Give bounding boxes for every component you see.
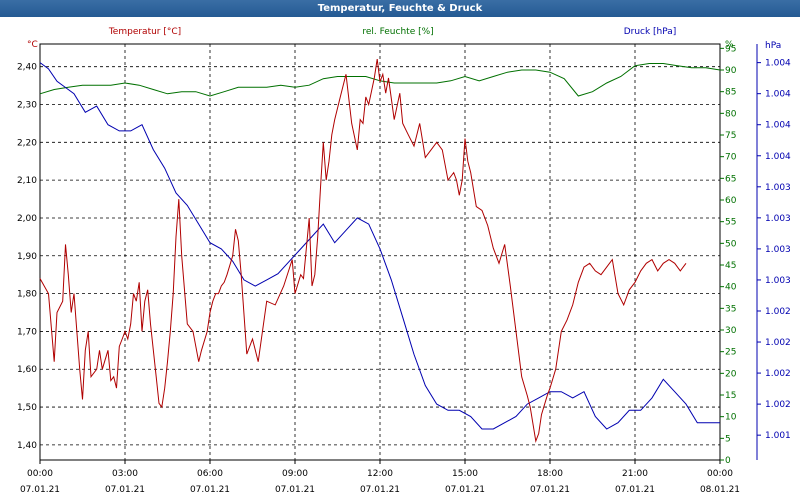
pressure-tick-label: 1.004 (765, 152, 791, 162)
pressure-tick-label: 1.004 (765, 59, 791, 69)
pressure-tick-label: 1.002 (765, 400, 791, 410)
humidity-tick-label: 0 (725, 456, 731, 466)
x-tick-date: 07.01.21 (20, 485, 60, 495)
humidity-tick-label: 50 (725, 239, 737, 249)
temp-tick-label: 1,80 (17, 290, 37, 300)
pressure-series-line (39, 62, 720, 430)
temp-unit-label: °C (27, 40, 38, 50)
pressure-tick-label: 1.003 (765, 214, 791, 224)
pressure-tick-label: 1.002 (765, 338, 791, 348)
humidity-tick-label: 10 (725, 413, 737, 423)
temp-tick-label: 2,00 (17, 214, 37, 224)
temp-tick-label: 2,10 (17, 176, 37, 186)
labels: 00:00 07.01.21 03:00 07.01.21 06:00 07.01.21 0… (17, 27, 791, 495)
humidity-tick-label: 40 (725, 283, 737, 293)
humidity-tick-label: 60 (725, 196, 737, 206)
x-tick-date: 07.01.21 (360, 485, 400, 495)
x-tick-date: 07.01.21 (190, 485, 230, 495)
x-tick-time: 00:00 (707, 469, 733, 479)
pressure-tick-label: 1.003 (765, 183, 791, 193)
humidity-tick-label: 95 (725, 44, 736, 54)
x-tick-time: 06:00 (197, 469, 223, 479)
grid (40, 44, 720, 460)
pressure-tick-label: 1.003 (765, 245, 791, 255)
temp-tick-label: 2,30 (17, 101, 37, 111)
x-tick-date: 07.01.21 (615, 485, 655, 495)
temp-tick-label: 1,70 (17, 327, 37, 337)
humidity-tick-label: 75 (725, 131, 736, 141)
x-tick-date: 07.01.21 (530, 485, 570, 495)
temp-tick-label: 2,40 (17, 63, 37, 73)
humidity-tick-label: 80 (725, 109, 737, 119)
chart-svg: 00:00 07.01.21 03:00 07.01.21 06:00 07.01.21 0… (17, 27, 791, 495)
humidity-unit-label: % (725, 40, 734, 50)
axes (39, 43, 761, 464)
temp-tick-label: 1,40 (17, 441, 37, 451)
humidity-tick-label: 15 (725, 391, 736, 401)
humidity-tick-label: 45 (725, 261, 736, 271)
x-tick-time: 09:00 (282, 469, 308, 479)
humidity-tick-label: 25 (725, 348, 736, 358)
humidity-tick-label: 30 (725, 326, 737, 336)
x-tick-date: 07.01.21 (275, 485, 315, 495)
temp-tick-label: 1,50 (17, 403, 37, 413)
x-tick-time: 00:00 (27, 469, 53, 479)
temp-tick-label: 1,90 (17, 252, 37, 262)
pressure-tick-label: 1.004 (765, 90, 791, 100)
x-tick-date: 08.01.21 (700, 485, 740, 495)
humidity-tick-label: 20 (725, 369, 737, 379)
pressure-tick-label: 1.002 (765, 369, 791, 379)
x-tick-time: 15:00 (452, 469, 478, 479)
window-title: Temperatur, Feuchte & Druck (0, 0, 800, 17)
temp-tick-label: 2,20 (17, 138, 37, 148)
temperature-series-line (39, 59, 687, 444)
x-tick-date: 07.01.21 (105, 485, 145, 495)
humidity-tick-label: 65 (725, 174, 736, 184)
x-tick-time: 03:00 (112, 469, 138, 479)
legend-pressure: Druck [hPa] (624, 27, 677, 37)
pressure-unit-label: hPa (765, 41, 781, 51)
pressure-tick-label: 1.001 (765, 431, 791, 441)
humidity-tick-label: 35 (725, 304, 736, 314)
humidity-tick-label: 85 (725, 88, 736, 98)
x-tick-time: 18:00 (537, 469, 563, 479)
series (39, 59, 721, 444)
pressure-tick-label: 1.003 (765, 276, 791, 286)
temp-tick-label: 1,60 (17, 365, 37, 375)
humidity-tick-label: 55 (725, 218, 736, 228)
x-tick-date: 07.01.21 (445, 485, 485, 495)
pressure-tick-label: 1.002 (765, 307, 791, 317)
humidity-tick-label: 90 (725, 66, 737, 76)
legend-temperature: Temperatur [°C] (108, 27, 181, 37)
humidity-tick-label: 5 (725, 434, 731, 444)
humidity-tick-label: 70 (725, 153, 737, 163)
x-tick-time: 21:00 (622, 469, 648, 479)
legend-humidity: rel. Feuchte [%] (362, 27, 433, 37)
x-tick-time: 12:00 (367, 469, 393, 479)
pressure-tick-label: 1.004 (765, 121, 791, 131)
